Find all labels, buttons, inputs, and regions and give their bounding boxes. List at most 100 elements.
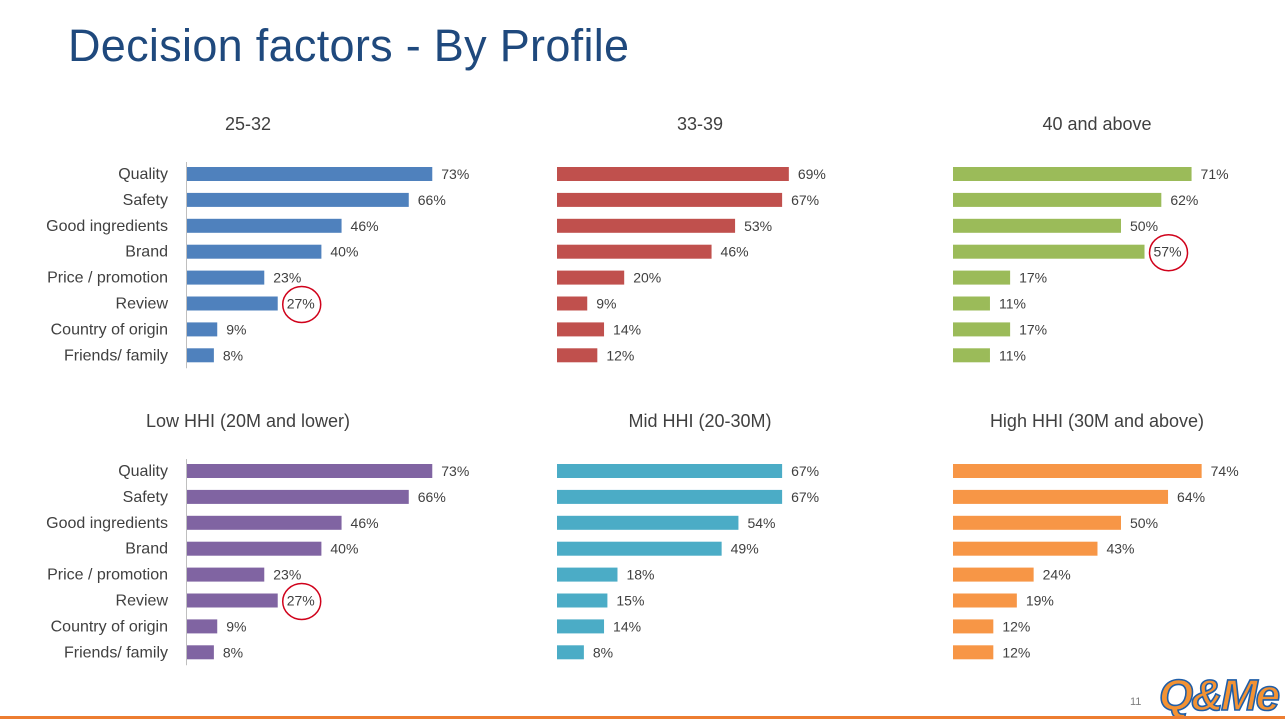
bar — [557, 567, 618, 582]
data-label: 67% — [791, 463, 819, 479]
data-label: 14% — [613, 618, 641, 634]
bar — [953, 541, 1098, 556]
data-label: 53% — [744, 218, 772, 234]
bar — [187, 515, 342, 530]
bar — [953, 192, 1162, 207]
data-label: 40% — [330, 541, 358, 557]
chart-title: High HHI (30M and above) — [990, 411, 1204, 431]
data-label: 27% — [287, 296, 315, 312]
data-label: 49% — [731, 541, 759, 557]
data-label: 8% — [223, 644, 243, 660]
category-label: Friends/ family — [64, 347, 168, 364]
data-label: 50% — [1130, 218, 1158, 234]
bar — [187, 270, 265, 285]
category-label: Price / promotion — [47, 567, 168, 584]
bar — [557, 541, 722, 556]
chart-title: Mid HHI (20-30M) — [628, 411, 771, 431]
bar — [953, 167, 1192, 181]
highlight-circle — [1148, 233, 1189, 272]
data-label: 73% — [441, 463, 469, 479]
category-label: Brand — [125, 541, 168, 558]
footer-divider — [0, 716, 1285, 719]
bar — [557, 167, 789, 181]
bar — [557, 270, 625, 285]
highlight-circle — [281, 285, 322, 324]
logo-text: Q&Me — [1159, 671, 1280, 716]
bar — [953, 593, 1017, 608]
bar — [187, 348, 214, 363]
bar — [953, 244, 1145, 259]
bar — [187, 541, 322, 556]
data-label: 50% — [1130, 515, 1158, 531]
page-title: Decision factors - By Profile — [68, 20, 630, 71]
data-label: 73% — [441, 166, 469, 182]
bar — [557, 348, 598, 363]
bar — [557, 515, 739, 530]
bar — [953, 322, 1011, 337]
bar — [187, 567, 265, 582]
bar — [953, 645, 994, 660]
data-label: 64% — [1177, 489, 1205, 505]
data-label: 12% — [606, 347, 634, 363]
bar — [557, 619, 605, 634]
data-label: 12% — [1002, 618, 1030, 634]
category-label: Review — [116, 593, 169, 610]
data-label: 9% — [226, 618, 246, 634]
bar — [953, 489, 1169, 504]
data-label: 66% — [418, 192, 446, 208]
highlight-circle — [281, 582, 322, 621]
chart-title: 40 and above — [1042, 114, 1151, 134]
bar — [557, 593, 608, 608]
data-label: 66% — [418, 489, 446, 505]
chart-title: Low HHI (20M and lower) — [146, 411, 350, 431]
category-label: Quality — [118, 166, 168, 183]
bar — [557, 218, 736, 233]
data-label: 67% — [791, 192, 819, 208]
data-label: 69% — [798, 166, 826, 182]
bar — [187, 645, 214, 660]
bar — [557, 645, 584, 660]
bar — [953, 296, 990, 311]
bar — [557, 489, 783, 504]
bar — [187, 619, 218, 634]
data-label: 18% — [626, 567, 654, 583]
category-label: Quality — [118, 463, 168, 480]
bar — [557, 296, 588, 311]
bar — [187, 192, 409, 207]
bar — [187, 489, 409, 504]
bar — [187, 322, 218, 337]
bar — [557, 244, 712, 259]
data-label: 67% — [791, 489, 819, 505]
bar — [557, 464, 783, 478]
category-label: Brand — [125, 244, 168, 261]
data-label: 46% — [721, 244, 749, 260]
category-label: Country of origin — [51, 618, 168, 635]
data-label: 46% — [351, 218, 379, 234]
data-label: 19% — [1026, 593, 1054, 609]
bar — [953, 567, 1034, 582]
data-label: 15% — [616, 593, 644, 609]
chart-title: 33-39 — [677, 114, 723, 134]
category-label: Country of origin — [51, 321, 168, 338]
bar — [557, 322, 605, 337]
data-label: 27% — [287, 593, 315, 609]
bar — [953, 464, 1202, 478]
data-label: 24% — [1043, 567, 1071, 583]
chart-title: 25-32 — [225, 114, 271, 134]
bar — [953, 270, 1011, 285]
category-label: Good ingredients — [46, 515, 168, 532]
data-label: 11% — [999, 347, 1026, 363]
bar — [187, 593, 278, 608]
data-label: 20% — [633, 270, 661, 286]
bar — [953, 515, 1121, 530]
data-label: 23% — [273, 270, 301, 286]
category-label: Good ingredients — [46, 218, 168, 235]
data-label: 12% — [1002, 644, 1030, 660]
data-label: 17% — [1019, 270, 1047, 286]
bar — [953, 218, 1121, 233]
bar — [187, 296, 278, 311]
data-label: 8% — [593, 644, 613, 660]
data-label: 17% — [1019, 321, 1047, 337]
bar — [187, 244, 322, 259]
